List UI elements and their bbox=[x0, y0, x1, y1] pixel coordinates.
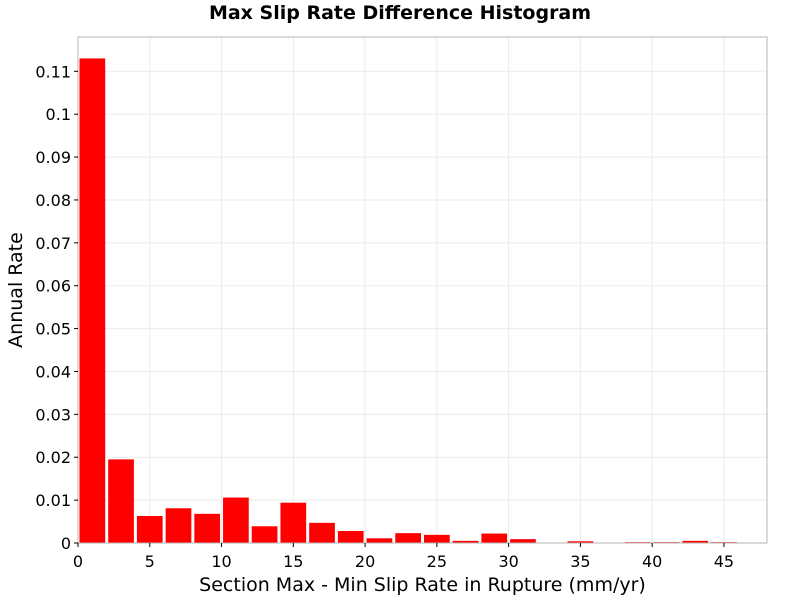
histogram-bar bbox=[194, 513, 221, 543]
histogram-bar bbox=[108, 459, 134, 543]
histogram-bar bbox=[79, 58, 106, 544]
histogram-bar bbox=[452, 540, 479, 543]
grid-lines bbox=[77, 37, 767, 544]
x-axis-ticks: 0 5 10 15 20 25 30 35 40 45 bbox=[73, 543, 734, 571]
histogram-bar bbox=[337, 530, 364, 543]
x-tick-label: 0 bbox=[73, 552, 83, 571]
histogram-bar bbox=[136, 515, 163, 543]
x-tick-label: 20 bbox=[355, 552, 375, 571]
y-tick-label: 0.11 bbox=[35, 62, 71, 81]
x-tick-label: 15 bbox=[283, 552, 303, 571]
y-tick-label: 0.03 bbox=[35, 405, 71, 424]
x-tick-label: 10 bbox=[211, 552, 231, 571]
histogram-bar bbox=[223, 497, 249, 543]
y-tick-label: 0 bbox=[61, 534, 71, 553]
histogram-bar bbox=[682, 540, 709, 543]
histogram-bar bbox=[424, 534, 450, 543]
histogram-bar bbox=[510, 539, 536, 543]
y-axis-ticks: 0 0.01 0.02 0.03 0.04 0.05 0.06 0.07 0.08 0.09 0.1… bbox=[35, 62, 78, 553]
x-tick-label: 30 bbox=[498, 552, 518, 571]
y-tick-label: 0.08 bbox=[35, 191, 71, 210]
x-axis-title: Section Max - Min Slip Rate in Rupture (… bbox=[199, 574, 646, 596]
x-tick-label: 35 bbox=[570, 552, 590, 571]
plot-frame bbox=[77, 36, 768, 544]
histogram-bar bbox=[481, 533, 508, 543]
x-tick-label: 5 bbox=[145, 552, 155, 571]
y-tick-label: 0.06 bbox=[35, 277, 71, 296]
histogram-bar bbox=[251, 526, 278, 543]
y-tick-label: 0.07 bbox=[35, 234, 71, 253]
y-tick-label: 0.04 bbox=[35, 362, 71, 381]
y-tick-label: 0.01 bbox=[35, 491, 71, 510]
histogram-bar bbox=[309, 522, 335, 543]
y-tick-label: 0.05 bbox=[35, 320, 71, 339]
y-tick-label: 0.1 bbox=[46, 105, 71, 124]
histogram-bar bbox=[366, 538, 393, 543]
histogram-bar bbox=[567, 541, 594, 543]
x-tick-label: 40 bbox=[642, 552, 662, 571]
x-tick-label: 45 bbox=[714, 552, 734, 571]
chart-title: Max Slip Rate Difference Histogram bbox=[208, 2, 592, 24]
histogram-bar bbox=[165, 508, 192, 543]
y-tick-label: 0.09 bbox=[35, 148, 71, 167]
histogram-bar bbox=[395, 533, 421, 543]
x-tick-label: 25 bbox=[427, 552, 447, 571]
y-axis-title: Annual Rate bbox=[5, 232, 27, 348]
histogram-bar bbox=[280, 502, 307, 543]
histogram-bars bbox=[79, 58, 737, 544]
y-tick-label: 0.02 bbox=[35, 448, 71, 467]
